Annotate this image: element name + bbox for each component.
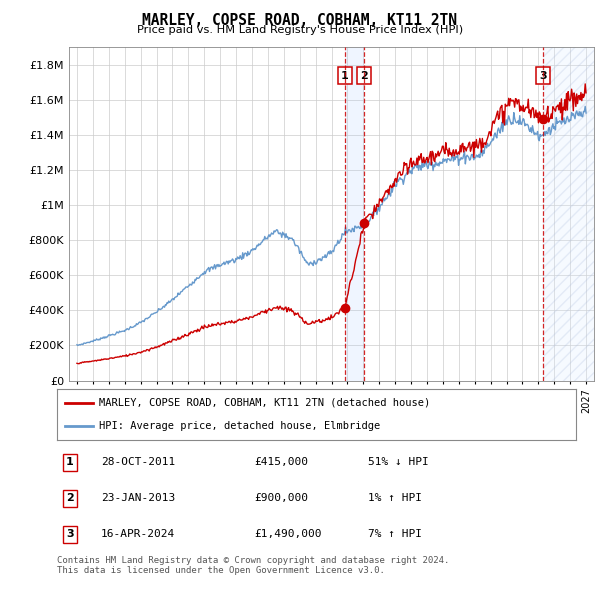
Text: £1,490,000: £1,490,000 [254, 529, 322, 539]
Text: 23-JAN-2013: 23-JAN-2013 [101, 493, 175, 503]
Text: 1: 1 [341, 71, 349, 81]
Text: 3: 3 [66, 529, 74, 539]
Text: 7% ↑ HPI: 7% ↑ HPI [368, 529, 422, 539]
Text: 2: 2 [66, 493, 74, 503]
Text: MARLEY, COPSE ROAD, COBHAM, KT11 2TN (detached house): MARLEY, COPSE ROAD, COBHAM, KT11 2TN (de… [98, 398, 430, 408]
Text: 1: 1 [66, 457, 74, 467]
Text: £900,000: £900,000 [254, 493, 308, 503]
Text: MARLEY, COPSE ROAD, COBHAM, KT11 2TN: MARLEY, COPSE ROAD, COBHAM, KT11 2TN [143, 13, 458, 28]
Text: 1% ↑ HPI: 1% ↑ HPI [368, 493, 422, 503]
Bar [543, 47, 594, 381]
Text: Contains HM Land Registry data © Crown copyright and database right 2024.
This d: Contains HM Land Registry data © Crown c… [57, 556, 449, 575]
Text: 2: 2 [361, 71, 368, 81]
Text: HPI: Average price, detached house, Elmbridge: HPI: Average price, detached house, Elmb… [98, 421, 380, 431]
Text: 3: 3 [539, 71, 547, 81]
Bar [543, 47, 594, 381]
Text: 16-APR-2024: 16-APR-2024 [101, 529, 175, 539]
Text: Price paid vs. HM Land Registry's House Price Index (HPI): Price paid vs. HM Land Registry's House … [137, 25, 463, 35]
Bar [344, 47, 364, 381]
Text: £415,000: £415,000 [254, 457, 308, 467]
Text: 28-OCT-2011: 28-OCT-2011 [101, 457, 175, 467]
Text: 51% ↓ HPI: 51% ↓ HPI [368, 457, 429, 467]
